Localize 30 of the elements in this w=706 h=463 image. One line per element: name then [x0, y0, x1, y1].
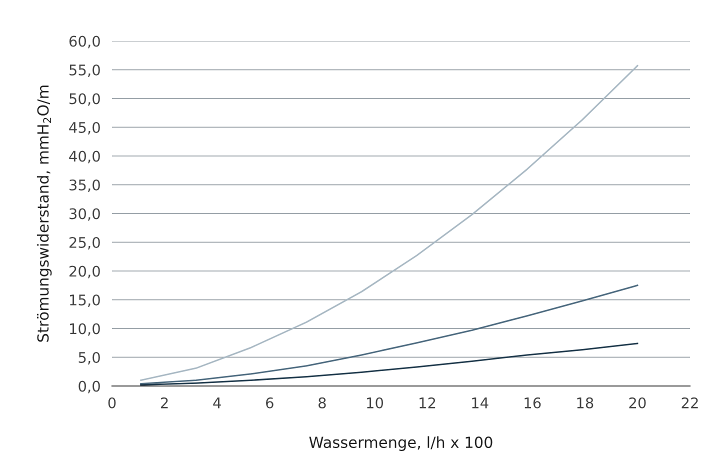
- y-tick-label: 30,0: [70, 208, 100, 221]
- x-axis-title: Wassermenge, l/h x 100: [309, 436, 492, 452]
- y-tick-label: 45,0: [69, 122, 100, 134]
- y-tick-label: 55,0: [70, 64, 100, 77]
- y-axis-title: Strömungswiderstand, mmH$_{2}$O/m: [36, 86, 52, 342]
- x-tick-label: 14: [472, 398, 488, 408]
- y-tick-label: 0,0: [78, 380, 100, 394]
- line-series: [140, 64, 638, 382]
- y-tick-label: 20,0: [69, 266, 100, 278]
- x-tick-label: 2: [160, 397, 168, 408]
- x-tick-label: 8: [318, 397, 326, 408]
- x-tick-label: 16: [524, 397, 541, 408]
- y-tick-label: 40,0: [69, 150, 100, 164]
- y-tick-label: 10,0: [70, 323, 100, 336]
- y-tick-label: 50,0: [70, 93, 100, 106]
- x-tick-label: 4: [213, 398, 221, 408]
- y-tick-label: 25,0: [69, 236, 100, 250]
- x-tick-label: 6: [266, 397, 274, 408]
- x-tick-label: 22: [682, 397, 698, 408]
- line-series: [140, 284, 638, 384]
- y-tick-label: 35,0: [70, 179, 100, 192]
- x-tick-label: 0: [108, 397, 116, 408]
- x-tick-label: 12: [420, 397, 436, 408]
- x-tick-label: 10: [367, 397, 384, 408]
- line-series: [140, 342, 638, 386]
- x-tick-label: 20: [629, 397, 646, 408]
- y-tick-label: 5,0: [78, 352, 100, 364]
- y-tick-label: 60,0: [69, 36, 100, 48]
- y-tick-label: 15,0: [70, 294, 100, 307]
- x-tick-label: 18: [577, 397, 594, 408]
